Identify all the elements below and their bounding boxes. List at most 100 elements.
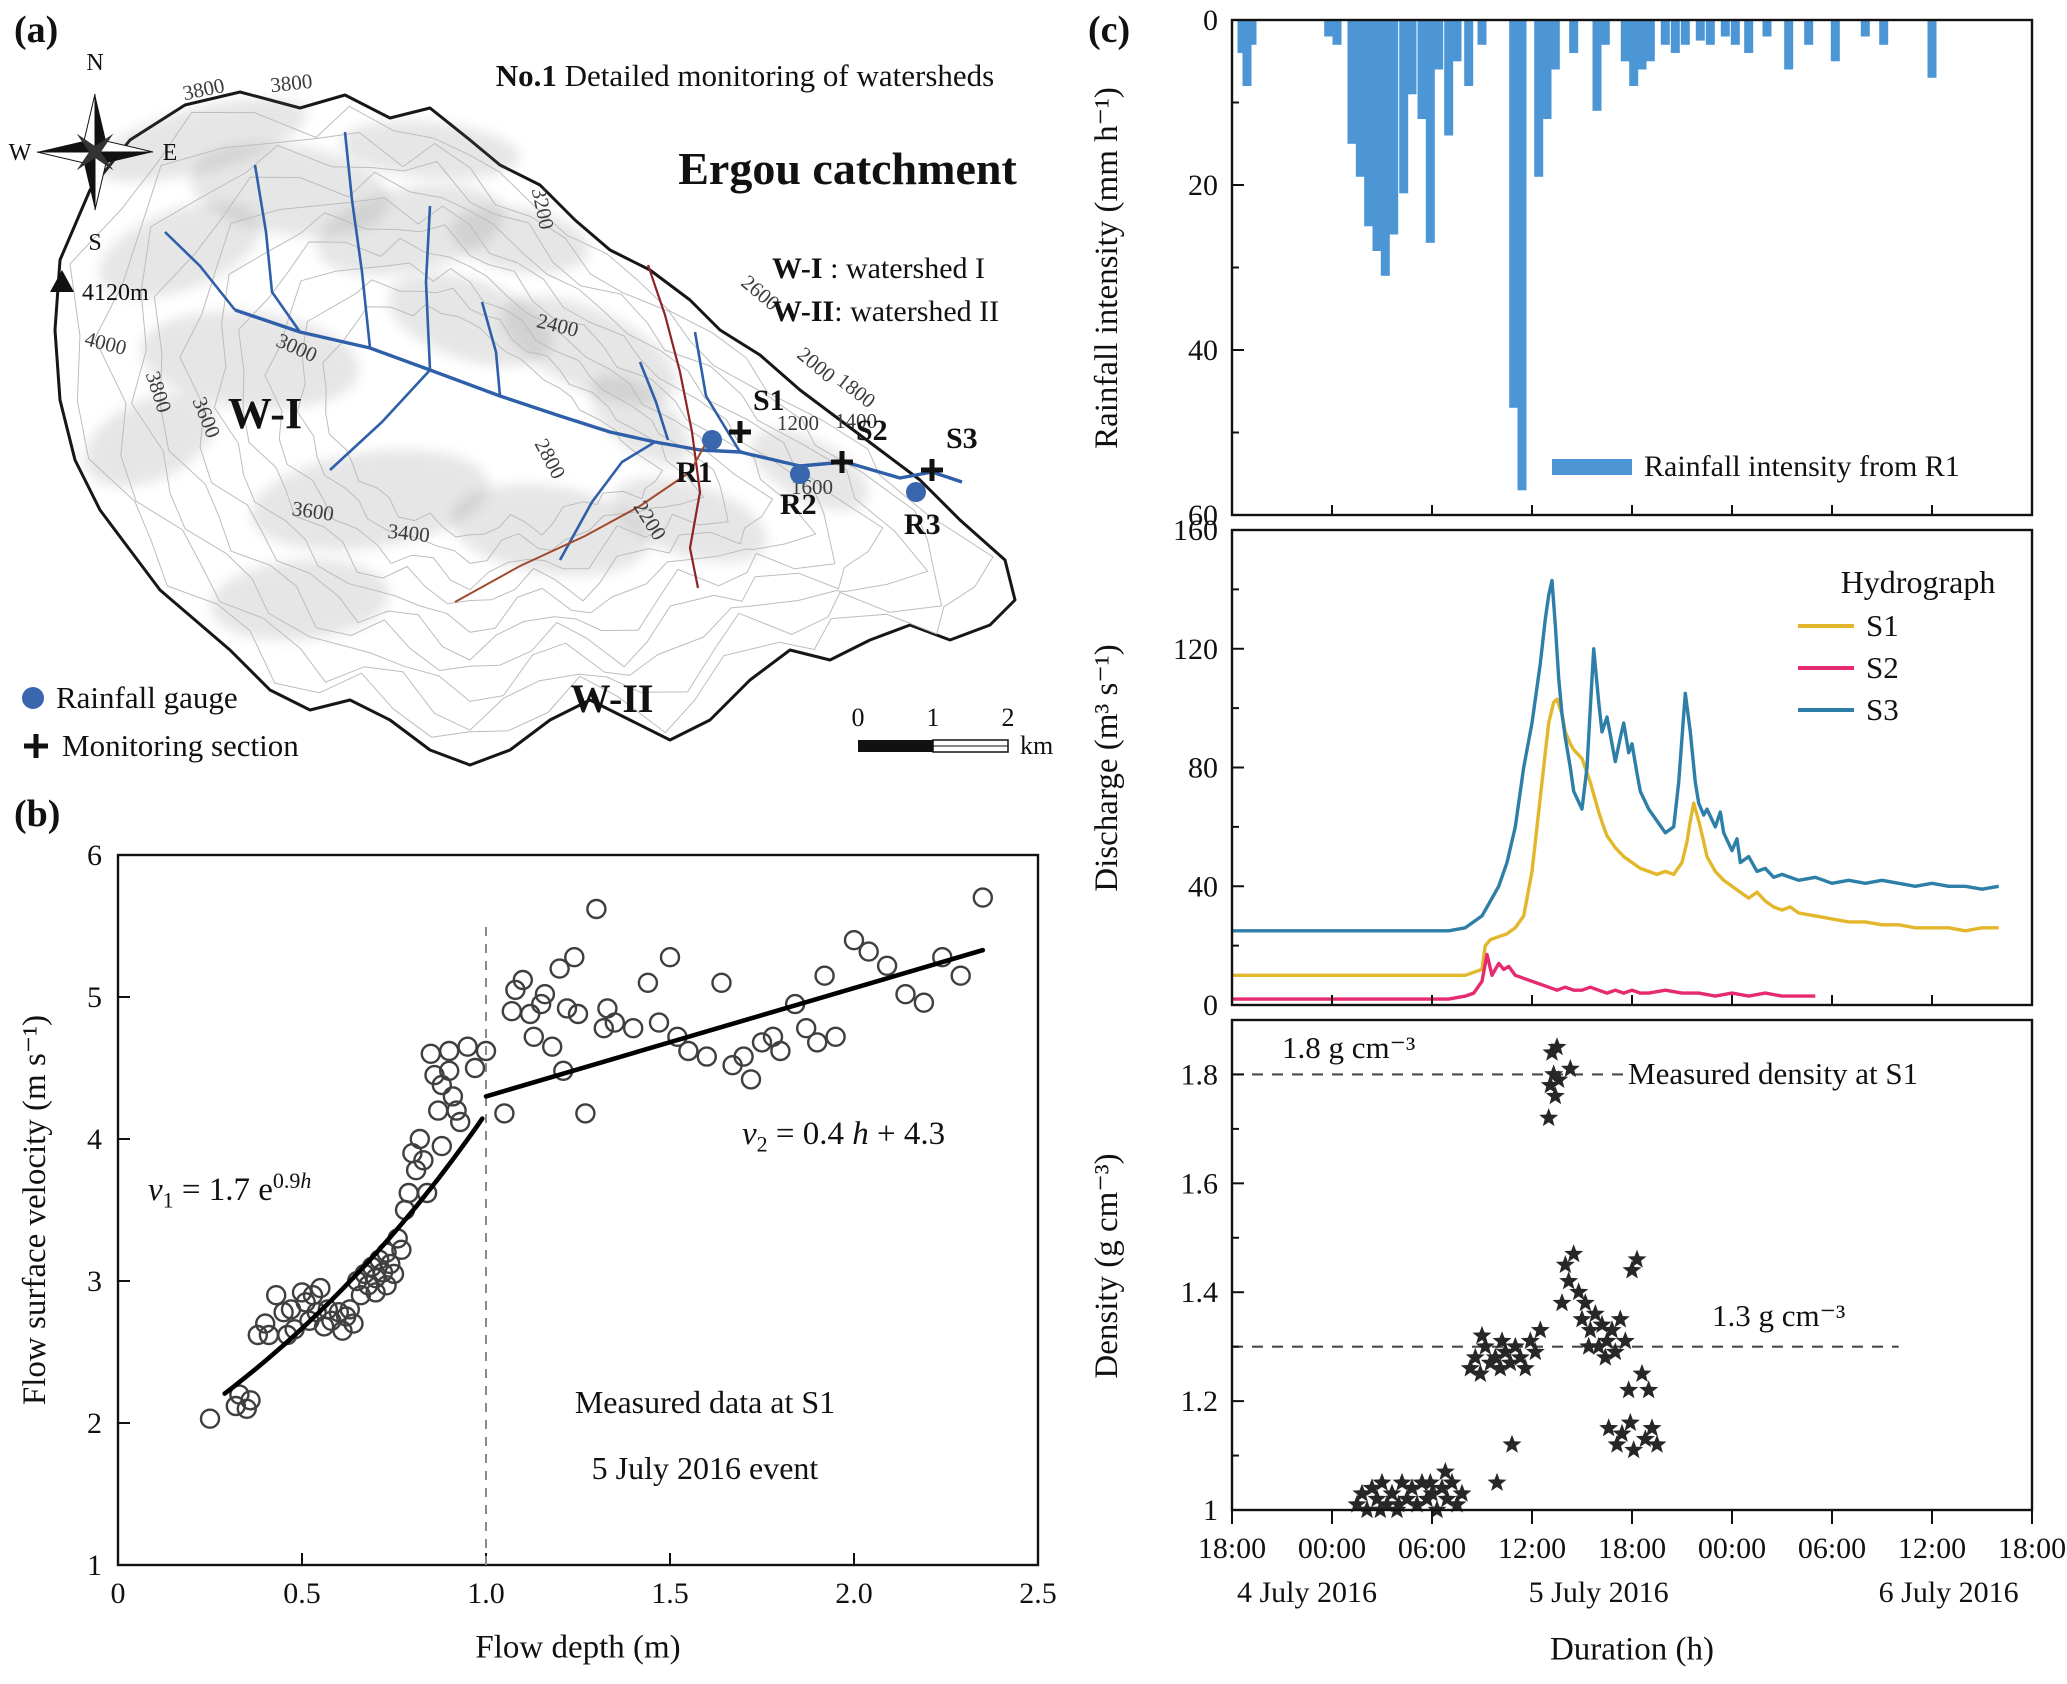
data-point [391,1239,412,1260]
s1-label: S1 [1866,608,1899,643]
density-point [1352,1483,1372,1502]
contour-line [264,262,729,591]
density-point [1619,1380,1639,1399]
data-point [464,1057,486,1079]
rain-bar [1364,20,1374,227]
density-point [1579,1336,1599,1355]
contour-line [213,212,817,633]
eq2-var: h [852,1116,869,1152]
contour-line [179,197,836,661]
density-point [1487,1472,1507,1491]
rain-bar [1592,20,1602,111]
density-point [1422,1483,1442,1502]
density-ref-label-1-8: 1.8 g cm⁻³ [1282,1030,1416,1065]
data-point [523,1026,544,1048]
rain-bar [1452,20,1462,62]
density-point [1615,1331,1635,1350]
rain-bar [1372,20,1382,251]
density-point [1624,1440,1644,1459]
density-point [1347,1494,1367,1513]
density-point [1397,1489,1417,1508]
density-point [1559,1271,1579,1290]
eq1-v: v [148,1172,163,1208]
data-point [531,993,552,1015]
data-point [696,1046,717,1067]
data-point [380,1253,401,1275]
gauge-label: R2 [780,488,817,521]
density-point [1555,1255,1575,1274]
linear-fit-line [483,947,986,1099]
y-tick-label: 120 [1173,633,1218,666]
rain-bar [1629,20,1639,86]
rain-bar [1830,20,1840,62]
compass-letter: N [86,50,103,76]
data-point [796,1017,817,1039]
y-tick-label: 1.4 [1181,1276,1219,1309]
x-tick-label: 1.5 [651,1577,689,1610]
x-tick-label: 00:00 [1298,1532,1366,1565]
density-point [1437,1489,1457,1508]
density-point [1639,1380,1659,1399]
eq2-mid1: = 0.4 [767,1116,853,1152]
density-point [1362,1478,1382,1497]
density-point [1620,1412,1640,1431]
density-point [1490,1358,1510,1377]
rain-bar [1680,20,1690,45]
y-tick-label: 4 [87,1123,102,1156]
discharge-y-axis-title: Discharge (m³ s⁻¹) [1089,644,1125,892]
density-point [1602,1320,1622,1339]
data-point [678,1040,699,1062]
contour-line [322,303,663,538]
contour-label: 1800 [832,368,880,413]
rainfall-y-axis-title: Rainfall intensity (mm h⁻¹) [1089,87,1125,449]
density-point [1420,1472,1440,1491]
data-point [972,887,993,908]
density-point [1610,1309,1630,1328]
rain-bar [1444,20,1454,136]
data-point [843,929,865,951]
wi-desc: : watershed I [822,252,985,285]
catchment-boundary [53,90,1017,767]
rain-bar [1600,20,1610,45]
x-tick-label: 1.0 [467,1577,505,1610]
rain-bar [1380,20,1390,276]
rain-bar [1425,20,1435,243]
scale-bar: 0 1 2km [852,703,1054,760]
data-point [534,983,556,1005]
x-tick-label: 12:00 [1498,1532,1566,1565]
equation-v2: v2 = 0.4 h + 4.3 [742,1116,945,1158]
discharge-series-S1 [1232,697,1999,977]
density-point [1465,1347,1485,1366]
data-point [376,1275,397,1296]
rain-gauge-marker [906,482,926,502]
monitoring-section-marker [921,459,943,481]
density-point [1407,1494,1427,1513]
data-point [431,1135,452,1157]
density-point [1627,1249,1647,1268]
monitoring-section-marker [729,421,751,443]
velocity-note-2: 5 July 2016 event [591,1450,819,1486]
rainfall-legend-swatch [1552,459,1632,475]
plus-icon [24,734,48,758]
y-tick-label: 0 [1203,4,1218,37]
density-point [1435,1461,1455,1480]
x-tick-label: 12:00 [1898,1532,1966,1565]
data-point [913,992,935,1013]
legend-row-s1: S1 [1798,605,2038,647]
density-point [1595,1347,1615,1366]
density-point [1472,1325,1492,1344]
density-point [1447,1494,1467,1513]
x-tick-label: 18:00 [1198,1532,1266,1565]
contour-line [153,171,884,671]
rain-bar [1670,20,1680,53]
data-point [398,1182,419,1204]
density-point [1382,1483,1402,1502]
data-point [586,898,607,920]
y-tick-label: 1 [87,1549,102,1582]
density-point [1632,1363,1652,1382]
data-point [711,972,732,994]
y-tick-label: 6 [87,839,102,872]
y-tick-label: 5 [87,981,102,1014]
data-point [520,1003,541,1025]
